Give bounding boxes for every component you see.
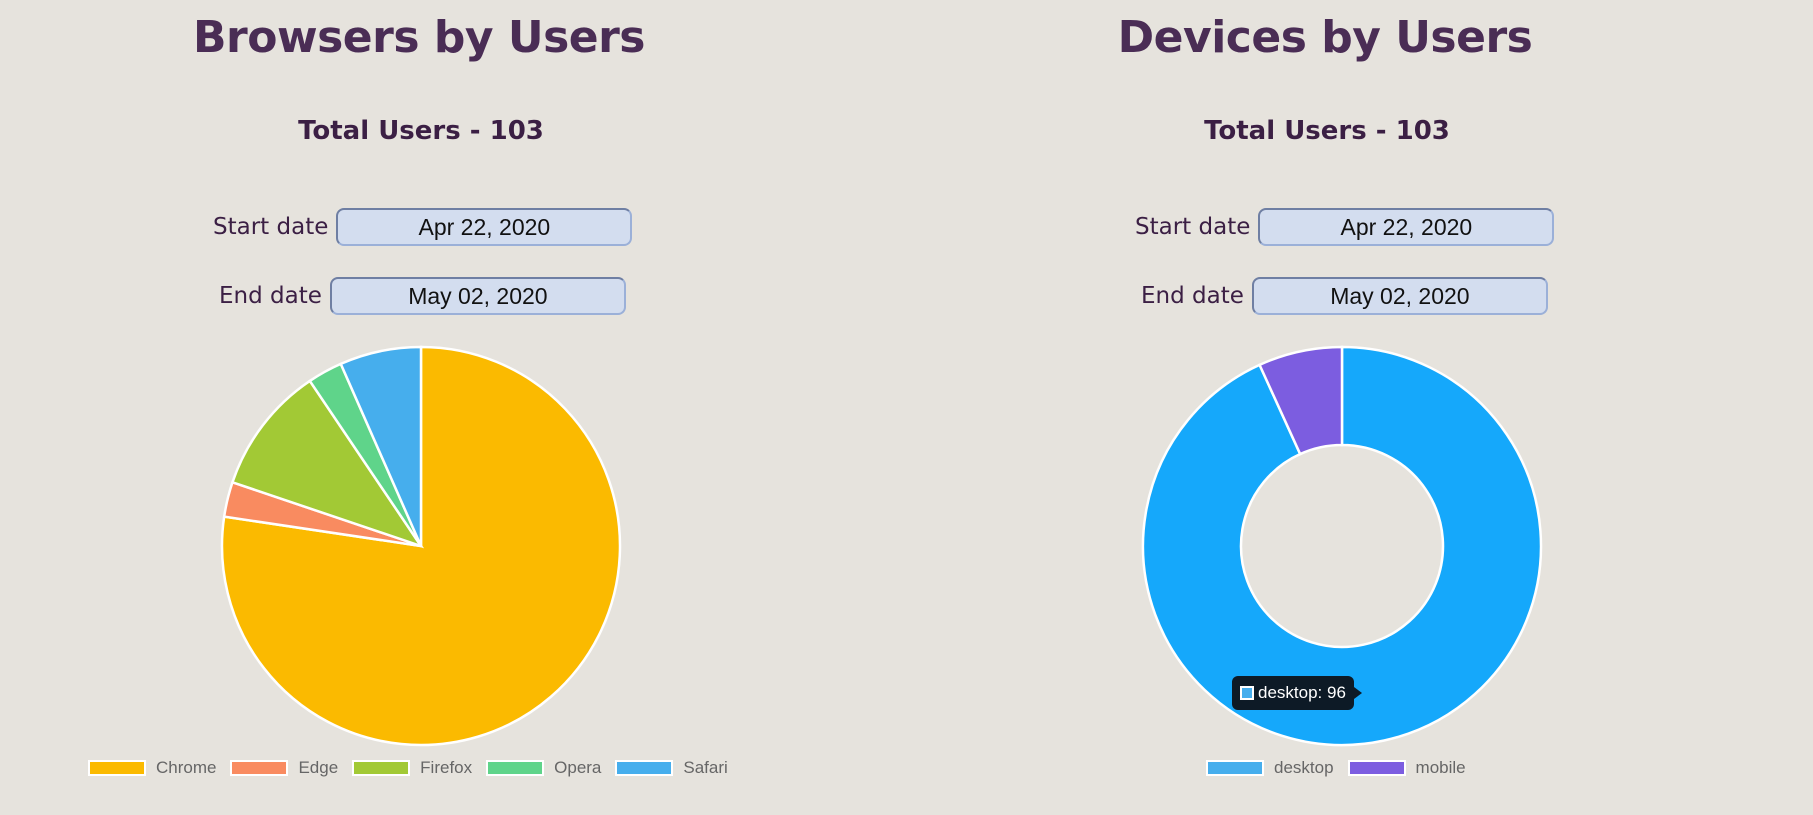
legend-swatch xyxy=(615,760,674,776)
legend-swatch xyxy=(486,760,545,776)
legend-item-desktop[interactable]: desktop xyxy=(1206,758,1334,778)
legend-label: desktop xyxy=(1274,758,1334,777)
devices-end-date-row: End date xyxy=(1141,277,1548,315)
legend-swatch xyxy=(352,760,411,776)
browsers-end-date-row: End date xyxy=(219,277,626,315)
devices-start-date-row: Start date xyxy=(1135,208,1555,246)
slice-mobile[interactable] xyxy=(1257,345,1344,456)
devices-tooltip: desktop: 96 xyxy=(1232,676,1362,710)
legend-item-firefox[interactable]: Firefox xyxy=(352,758,472,778)
devices-start-date-input[interactable] xyxy=(1258,208,1555,246)
tooltip-swatch xyxy=(1240,686,1254,700)
devices-legend: desktop mobile xyxy=(1206,758,1480,778)
devices-panel: Devices by Users Total Users - 103 Start… xyxy=(906,0,1812,815)
legend-item-safari[interactable]: Safari xyxy=(615,758,728,778)
devices-end-date-label: End date xyxy=(1141,283,1244,309)
slice-desktop[interactable] xyxy=(1141,345,1543,747)
browsers-end-date-input[interactable] xyxy=(329,277,626,315)
legend-label: mobile xyxy=(1415,758,1466,777)
browsers-start-date-input[interactable] xyxy=(336,208,633,246)
legend-swatch xyxy=(1347,760,1406,776)
browsers-start-date-row: Start date xyxy=(213,208,633,246)
browsers-end-date-label: End date xyxy=(219,283,322,309)
legend-item-chrome[interactable]: Chrome xyxy=(88,758,216,778)
legend-label: Firefox xyxy=(420,758,473,777)
devices-doughnut-chart[interactable] xyxy=(906,0,1812,815)
tooltip-text: desktop: 96 xyxy=(1258,683,1346,702)
devices-total-users: Total Users - 103 xyxy=(1204,116,1450,146)
browsers-pie-chart[interactable] xyxy=(0,0,906,815)
browsers-start-date-label: Start date xyxy=(213,214,329,240)
slice-safari[interactable] xyxy=(339,345,423,547)
legend-swatch xyxy=(230,760,289,776)
legend-label: Chrome xyxy=(156,758,217,777)
slice-firefox[interactable] xyxy=(230,379,425,549)
legend-item-edge[interactable]: Edge xyxy=(230,758,338,778)
browsers-legend: Chrome Edge Firefox Opera Safari xyxy=(88,758,742,778)
legend-label: Safari xyxy=(683,758,728,777)
devices-end-date-input[interactable] xyxy=(1251,277,1548,315)
legend-item-mobile[interactable]: mobile xyxy=(1347,758,1466,778)
devices-start-date-label: Start date xyxy=(1135,214,1251,240)
browsers-title: Browsers by Users xyxy=(193,12,646,63)
legend-label: Opera xyxy=(554,758,602,777)
legend-item-opera[interactable]: Opera xyxy=(486,758,601,778)
legend-swatch xyxy=(1206,760,1264,776)
devices-title: Devices by Users xyxy=(1117,12,1533,63)
legend-label: Edge xyxy=(298,758,339,777)
legend-swatch xyxy=(88,760,146,776)
browsers-total-users: Total Users - 103 xyxy=(298,116,544,146)
browsers-panel: Browsers by Users Total Users - 103 Star… xyxy=(0,0,906,815)
